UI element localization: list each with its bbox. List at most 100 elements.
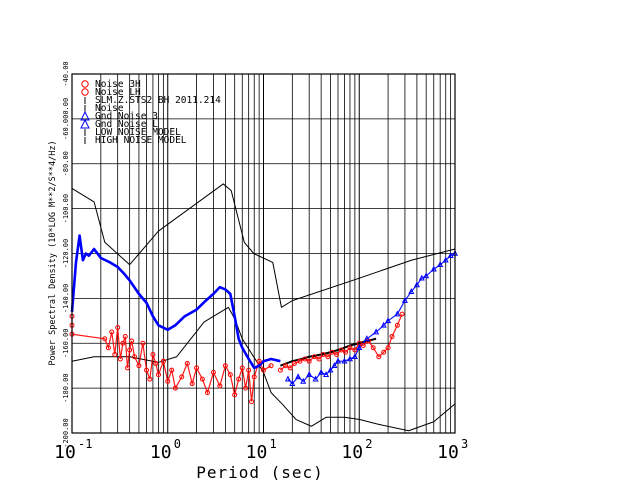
data-point-triangle [363, 335, 370, 342]
data-point-circle [144, 367, 150, 373]
x-tick-exponent: 3 [461, 437, 468, 451]
data-point-triangle [331, 362, 338, 368]
x-tick-label: 10 2 [341, 437, 372, 463]
data-point-triangle [306, 371, 313, 377]
y-tick-label: -200.00 [62, 418, 70, 448]
y-tick-labels: -40.00 -60.000.00 -80.00 -100.00 -120.00 -140… [62, 61, 70, 447]
data-point-circle [389, 334, 395, 340]
y-tick-label: -120.00 [62, 239, 70, 269]
data-point-triangle [323, 371, 330, 377]
data-point-triangle [312, 375, 319, 382]
data-point-circle [399, 311, 405, 317]
data-point-circle [251, 374, 257, 380]
data-point-circle [222, 363, 228, 369]
data-point-triangle [289, 380, 296, 386]
data-point-triangle [437, 261, 444, 268]
data-point-circle [210, 369, 216, 375]
data-point-circle [343, 349, 349, 355]
x-tick-labels: 10 -1 10 0 10 1 10 2 10 3 [54, 437, 468, 463]
data-point-circle [370, 345, 376, 351]
data-point-circle [227, 372, 233, 378]
data-point-circle [302, 356, 308, 362]
data-point-triangle [408, 288, 415, 294]
data-point-circle [232, 392, 238, 398]
data-point-circle [169, 367, 175, 373]
data-point-circle [261, 367, 266, 373]
data-point-triangle [356, 344, 363, 351]
data-point-circle [381, 349, 387, 355]
data-point-triangle [334, 357, 342, 364]
data-point-triangle [284, 375, 291, 382]
series-line [71, 183, 456, 308]
data-point-triangle [401, 297, 408, 303]
legend-item: HIGH NOISE MODEL [84, 135, 187, 146]
data-point-circle [311, 354, 317, 360]
data-point-circle [125, 365, 131, 371]
legend-label: LOW NOISE MODEL [95, 127, 181, 138]
data-point-circle [102, 336, 108, 342]
data-point-circle [204, 390, 210, 396]
data-point-circle [194, 365, 200, 371]
data-point-triangle [346, 355, 353, 362]
data-point-circle [360, 342, 366, 348]
y-tick-label: -180.00 [62, 373, 70, 403]
x-tick-label: 10 3 [437, 437, 468, 463]
legend-label: Gnd Noise L [95, 119, 158, 130]
data-point-circle [127, 347, 133, 353]
data-point-circle [329, 349, 335, 355]
data-point-circle [338, 347, 344, 353]
x-tick-exponent: 0 [174, 437, 181, 451]
series-line [70, 234, 281, 370]
legend-label: HIGH NOISE MODEL [95, 135, 187, 146]
data-point-triangle [327, 366, 334, 373]
legend-label: Noise [95, 103, 124, 114]
legend-item: Noise LH [81, 87, 141, 98]
data-point-triangle [318, 368, 325, 375]
legend-symbol-circle [81, 80, 89, 88]
y-tick-label: -100.00 [62, 194, 70, 224]
legend-symbol-circle [81, 88, 89, 96]
grid [72, 73, 455, 434]
data-point-triangle [295, 373, 302, 380]
data-point-circle [189, 381, 195, 387]
y-tick-label: -40.00 [62, 61, 70, 86]
x-tick-base: 10 [54, 442, 76, 463]
x-axis-label: Period (sec) [196, 463, 324, 480]
data-point-circle [147, 376, 153, 382]
data-point-circle [243, 385, 249, 391]
y-tick-label: -140.00 [62, 284, 70, 314]
x-tick-base: 10 [437, 442, 459, 463]
data-point-circle [385, 345, 391, 351]
data-point-circle [283, 363, 289, 369]
data-point-circle [140, 340, 146, 346]
data-point-circle [165, 378, 171, 384]
legend-item: Noise [84, 103, 124, 114]
legend-label: Noise 3H [95, 79, 141, 90]
data-point-circle [112, 351, 118, 357]
data-point-triangle [341, 357, 348, 364]
data-point-circle [179, 374, 185, 380]
data-point-circle [184, 360, 190, 366]
y-tick-label: -80.00 [62, 151, 70, 176]
x-tick-base: 10 [341, 442, 363, 463]
data-point-circle [117, 356, 123, 362]
data-point-circle [153, 360, 159, 366]
data-point-circle [394, 322, 400, 328]
x-tick-exponent: 2 [365, 437, 372, 451]
legend-item: LOW NOISE MODEL [84, 127, 181, 138]
data-point-triangle [351, 353, 358, 360]
legend-label: SLM.Z.STS2 BH 2011.214 [95, 95, 221, 106]
y-axis-label: Power Spectral Density (10*LOG M**2/S**4… [48, 140, 58, 365]
data-point-circle [268, 363, 274, 369]
x-tick-base: 10 [246, 442, 268, 463]
data-point-circle [239, 365, 245, 371]
data-point-triangle [394, 310, 401, 317]
data-point-circle [172, 385, 178, 391]
data-point-circle [115, 325, 121, 331]
series-trace [71, 316, 272, 402]
data-point-circle [325, 354, 331, 360]
data-point-circle [199, 376, 205, 382]
data-point-circle [105, 345, 111, 351]
data-point-circle [287, 365, 293, 371]
